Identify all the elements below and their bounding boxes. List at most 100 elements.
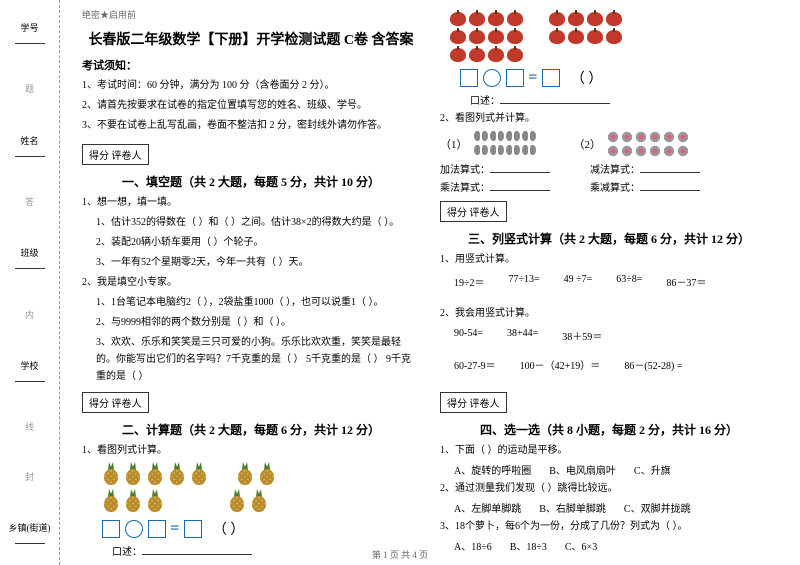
mul-expr: 乘法算式： bbox=[440, 179, 550, 194]
butterfly-icon bbox=[522, 145, 536, 157]
pineapple-row-2 bbox=[82, 489, 420, 513]
score-box: 得分 评卷人 bbox=[440, 201, 507, 222]
calc-row: 90-54=38+44=38＋59＝ bbox=[440, 328, 778, 343]
q2-item: 2、与9999相邻的两个数分别是（ ）和（ ）。 bbox=[82, 314, 420, 331]
seal-char: 线 bbox=[23, 422, 36, 431]
equation-template: = （ ） bbox=[102, 519, 420, 539]
blank-square-icon bbox=[506, 69, 524, 87]
seal-char: 题 bbox=[23, 84, 36, 93]
pineapple-icon bbox=[124, 462, 142, 486]
pineapple-icon bbox=[250, 489, 268, 513]
seal-char: 封 bbox=[23, 472, 36, 481]
apple-icon bbox=[450, 46, 466, 62]
apple-icon bbox=[549, 10, 565, 26]
apple-icon bbox=[606, 28, 622, 44]
q1-stem: 1、想一想，填一填。 bbox=[82, 194, 420, 211]
div-expr: 乘减算式： bbox=[590, 179, 700, 194]
blank-square-icon bbox=[184, 520, 202, 538]
q1-item: 3、一年有52个星期零2天，今年一共有（ ）天。 bbox=[82, 254, 420, 271]
unit-paren: （ ） bbox=[213, 523, 245, 538]
apple-icon bbox=[507, 46, 523, 62]
score-box: 得分 评卷人 bbox=[82, 144, 149, 165]
apple-icon bbox=[450, 10, 466, 26]
equals-icon: = bbox=[528, 69, 537, 86]
vert1-stem: 1、用竖式计算。 bbox=[440, 251, 778, 268]
apple-icon bbox=[606, 10, 622, 26]
score-box: 得分 评卷人 bbox=[440, 392, 507, 413]
butterfly-icon bbox=[506, 145, 520, 157]
notice-item: 1、考试时间：60 分钟，满分为 100 分（含卷面分 2 分）。 bbox=[82, 77, 420, 94]
section-3-title: 三、列竖式计算（共 2 大题，每题 6 分，共计 12 分） bbox=[440, 230, 778, 247]
q1-item: 2、装配20辆小轿车要用（ ）个轮子。 bbox=[82, 234, 420, 251]
apple-icon bbox=[469, 28, 485, 44]
butterfly-group bbox=[474, 131, 544, 157]
seal-char: 内 bbox=[23, 310, 36, 319]
flower-icon bbox=[649, 145, 661, 157]
q2-item: 3、欢欢、乐乐和笑笑是三只可爱的小狗。乐乐比欢欢重，笑笑是最轻的。你能写出它们的… bbox=[82, 334, 420, 385]
flower-icon bbox=[663, 145, 675, 157]
apple-row bbox=[450, 28, 778, 44]
margin-field-class: 班级 bbox=[15, 246, 45, 269]
margin-field-town: 乡镇(街道) bbox=[9, 521, 51, 544]
margin-field-school: 学校 bbox=[15, 359, 45, 382]
apple-icon bbox=[568, 28, 584, 44]
apple-icon bbox=[469, 10, 485, 26]
pineapple-icon bbox=[258, 462, 276, 486]
choice-q3: 3、18个萝卜，每6个为一份，分成了几份？列式为（ ）。 bbox=[440, 518, 778, 535]
secret-label: 绝密★启用前 bbox=[82, 8, 420, 21]
right-column: = （ ） 口述： 2、看图列式并计算。 （1） （2） bbox=[430, 8, 788, 557]
flower-icon bbox=[677, 131, 689, 143]
group-2-label: （2） bbox=[574, 136, 602, 152]
apple-icon bbox=[587, 10, 603, 26]
calc-row: 19÷2＝77÷13=49 ÷7=63÷8=86－37＝ bbox=[440, 274, 778, 289]
koushu-label: 口述： bbox=[440, 92, 778, 107]
butterfly-icon bbox=[490, 145, 504, 157]
flower-icon bbox=[607, 145, 619, 157]
apple-icon bbox=[568, 10, 584, 26]
section-4-title: 四、选一选（共 8 小题，每题 2 分，共计 16 分） bbox=[440, 421, 778, 438]
vert2-stem: 2、我会用竖式计算。 bbox=[440, 305, 778, 322]
pineapple-icon bbox=[146, 462, 164, 486]
margin-field-xuehao: 学号 bbox=[15, 21, 45, 44]
flower-icon bbox=[607, 131, 619, 143]
flower-icon bbox=[621, 131, 633, 143]
apple-icon bbox=[450, 28, 466, 44]
apple-icon bbox=[507, 10, 523, 26]
butterfly-icon bbox=[490, 131, 504, 143]
blank-square-icon bbox=[542, 69, 560, 87]
blank-circle-icon bbox=[483, 69, 501, 87]
exam-title: 长春版二年级数学【下册】开学检测试题 C卷 含答案 bbox=[82, 29, 420, 49]
pineapple-icon bbox=[236, 462, 254, 486]
flower-icon bbox=[677, 145, 689, 157]
unit-paren: （ ） bbox=[571, 72, 603, 87]
butterfly-icon bbox=[522, 131, 536, 143]
margin-field-name: 姓名 bbox=[15, 134, 45, 157]
q2-item: 1、1台笔记本电脑约2（ ），2袋盐重1000（ ），也可以说重1（ ）。 bbox=[82, 294, 420, 311]
notice-item: 2、请首先按要求在试卷的指定位置填写您的姓名、班级、学号。 bbox=[82, 97, 420, 114]
calc-row: 60-27-9＝100－（42+19）＝86－(52-28) = bbox=[440, 357, 778, 372]
calc1-stem: 1、看图列式计算。 bbox=[82, 442, 420, 459]
notice-heading: 考试须知： bbox=[82, 57, 420, 73]
pineapple-row-1 bbox=[82, 462, 420, 486]
flower-icon bbox=[621, 145, 633, 157]
butterfly-icon bbox=[474, 145, 488, 157]
apple-row bbox=[450, 46, 778, 62]
flower-icon bbox=[663, 131, 675, 143]
pineapple-icon bbox=[228, 489, 246, 513]
left-column: 绝密★启用前 长春版二年级数学【下册】开学检测试题 C卷 含答案 考试须知： 1… bbox=[72, 8, 430, 557]
equation-template: = （ ） bbox=[460, 68, 778, 88]
notice-item: 3、不要在试卷上乱写乱画，卷面不整洁扣 2 分，密封线外请勿作答。 bbox=[82, 117, 420, 134]
blank-circle-icon bbox=[125, 520, 143, 538]
apple-icon bbox=[587, 28, 603, 44]
apple-icon bbox=[488, 46, 504, 62]
seal-char: 答 bbox=[23, 197, 36, 206]
blank-square-icon bbox=[460, 69, 478, 87]
flower-group bbox=[607, 131, 697, 157]
choice-q2: 2、通过测量我们发现（ ）跳得比较远。 bbox=[440, 480, 778, 497]
equals-icon: = bbox=[170, 520, 179, 537]
flower-icon bbox=[635, 145, 647, 157]
q2-stem: 2、我是填空小专家。 bbox=[82, 274, 420, 291]
apple-icon bbox=[488, 28, 504, 44]
q1-item: 1、估计352的得数在（ ）和（ ）之间。估计38×2的得数大约是（ ）。 bbox=[82, 214, 420, 231]
blank-square-icon bbox=[148, 520, 166, 538]
